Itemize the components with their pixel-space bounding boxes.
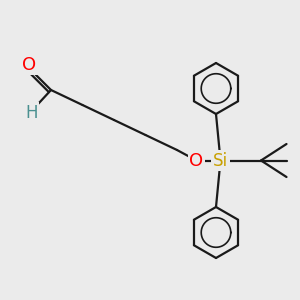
Text: Si: Si bbox=[213, 152, 228, 169]
Text: O: O bbox=[189, 152, 204, 169]
Text: O: O bbox=[22, 56, 37, 74]
Text: H: H bbox=[25, 103, 38, 122]
